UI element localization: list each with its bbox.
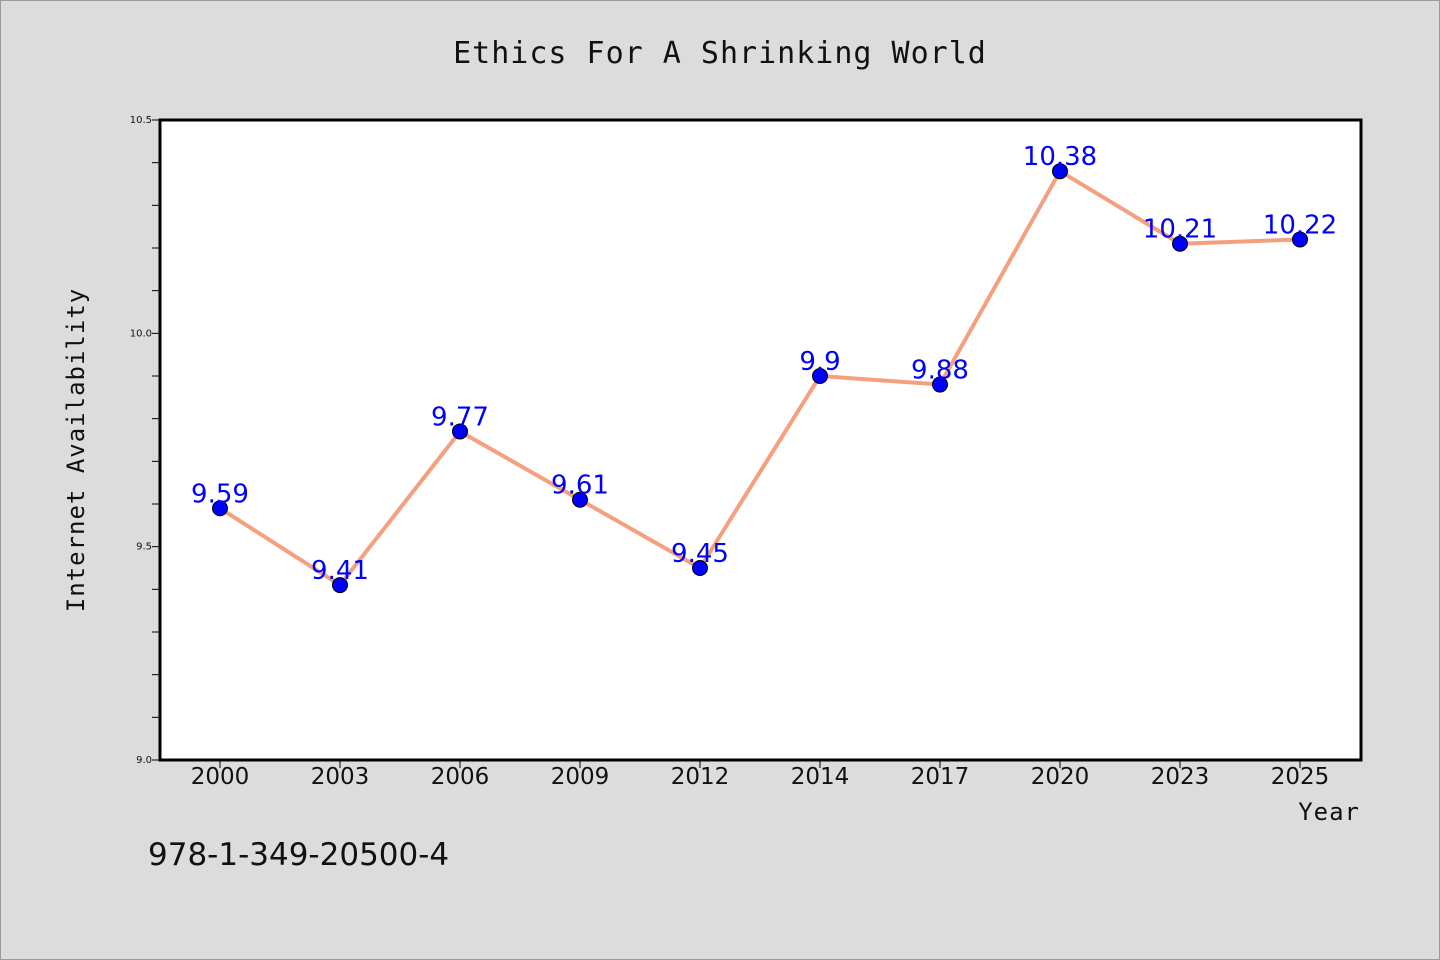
series-markers xyxy=(212,163,1308,594)
series-line xyxy=(218,169,1301,588)
data-label: 10.22 xyxy=(1263,210,1337,240)
x-tick-label: 2006 xyxy=(431,764,490,790)
x-tick-label: 2012 xyxy=(671,764,730,790)
chart-title: Ethics For A Shrinking World xyxy=(453,36,987,71)
x-tick-label: 2014 xyxy=(791,764,850,790)
data-label: 9.9 xyxy=(799,347,840,377)
x-axis-label: Year xyxy=(1298,798,1360,826)
data-label: 9.88 xyxy=(911,356,969,386)
data-point xyxy=(812,368,828,384)
x-tick-label: 2017 xyxy=(911,764,970,790)
x-tick-label: 2000 xyxy=(191,764,250,790)
data-label: 9.45 xyxy=(671,539,729,569)
y-axis-label: Internet Availability xyxy=(62,288,90,612)
y-tick-label: 10.0 xyxy=(130,328,152,339)
data-labels: 9.59 9.41 9.77 9.61 9.45 9.9 9.88 10.38 10.21 10.… xyxy=(191,142,1337,586)
y-tick-label: 9.0 xyxy=(136,755,152,766)
y-tick-label: 9.5 xyxy=(136,542,152,553)
data-point xyxy=(1292,231,1308,248)
data-label: 9.61 xyxy=(551,471,609,501)
data-point xyxy=(452,423,468,440)
y-tick-label: 10.5 xyxy=(130,115,152,126)
data-label: 10.38 xyxy=(1023,142,1097,172)
data-label: 9.59 xyxy=(191,479,249,509)
x-tick-label: 2025 xyxy=(1271,764,1330,790)
data-point xyxy=(932,376,948,393)
x-tick-label: 2023 xyxy=(1151,764,1210,790)
data-label: 10.21 xyxy=(1143,215,1217,245)
data-point xyxy=(692,560,708,576)
x-tick-label: 2020 xyxy=(1031,764,1090,790)
data-label: 9.41 xyxy=(311,556,369,586)
plot-area xyxy=(158,118,1363,762)
isbn-text: 978-1-349-20500-4 xyxy=(148,837,449,873)
data-point xyxy=(572,491,588,508)
x-tick-label: 2009 xyxy=(551,764,610,790)
data-label: 9.77 xyxy=(431,402,489,432)
x-tick-label: 2003 xyxy=(311,764,370,790)
data-point xyxy=(212,500,228,517)
x-axis: 2000 2003 2006 2009 2012 2014 2017 2020 2023 2025 xyxy=(191,760,1330,790)
data-point xyxy=(1052,163,1068,180)
y-axis: 9.0 9.5 10.0 10.5 xyxy=(130,115,160,766)
data-point xyxy=(1172,235,1188,252)
data-point xyxy=(332,577,348,594)
